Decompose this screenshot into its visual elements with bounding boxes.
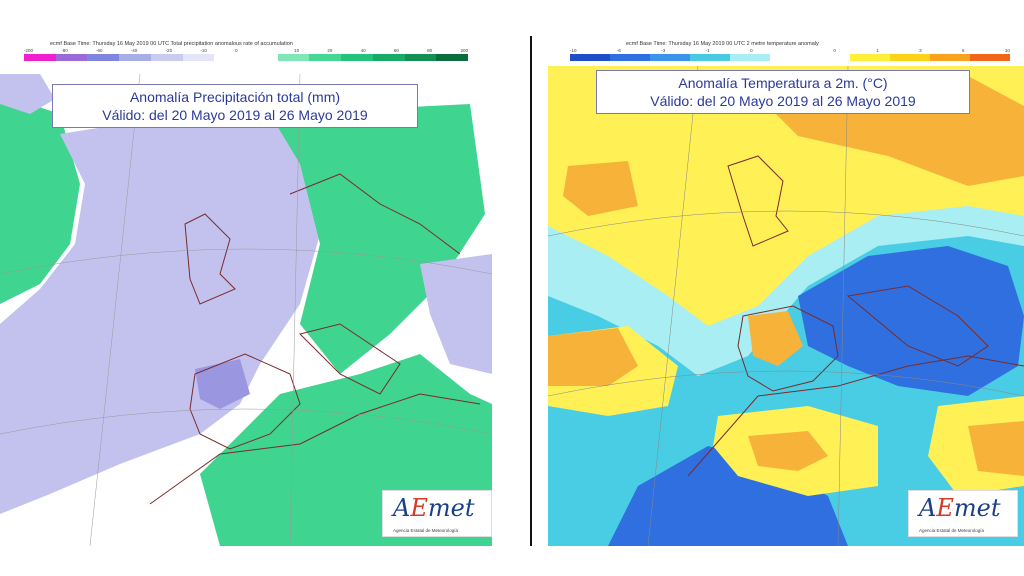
- legend-tick-label: -40: [130, 48, 138, 53]
- precipitation-title-line1: Anomalía Precipitación total (mm): [129, 89, 341, 105]
- precipitation-map-title: Anomalía Precipitación total (mm) Válido…: [52, 84, 418, 128]
- logo-letters-met: met: [427, 494, 475, 522]
- legend-swatch: [770, 54, 810, 61]
- temp-warmer-atlantic: [563, 161, 638, 216]
- left-color-scale: -200 -80 -60 -40 -20 -10 0 10 20 40 60 80 200: [24, 48, 469, 62]
- legend-tick-label: 0: [235, 48, 238, 53]
- temperature-title-line2: Válido: del 20 Mayo 2019 al 26 Mayo 2019: [650, 93, 916, 109]
- legend-swatch: [87, 54, 120, 61]
- legend-swatch: [690, 54, 730, 61]
- legend-swatch: [372, 54, 405, 61]
- legend-tick-label: 1: [876, 48, 879, 53]
- aemet-logo-right: AEmet Agencia Estatal de Meteorología: [908, 490, 1018, 537]
- legend-swatch: [55, 54, 88, 61]
- precipitation-anomaly-map: Anomalía Precipitación total (mm) Válido…: [0, 74, 492, 546]
- legend-swatch: [24, 54, 56, 61]
- legend-swatch: [810, 54, 850, 61]
- legend-swatch: [970, 54, 1010, 61]
- legend-tick-label: -200: [24, 48, 34, 53]
- logo-letter-a: A: [393, 494, 411, 522]
- legend-tick-label: 10: [1004, 48, 1010, 53]
- legend-tick-label: 10: [294, 48, 300, 53]
- legend-swatch: [436, 54, 469, 61]
- legend-swatch: [570, 54, 610, 61]
- precip-positive-atlantic: [0, 94, 80, 304]
- legend-swatch: [246, 54, 278, 61]
- logo-letters-met: met: [953, 494, 1001, 522]
- legend-tick-label: 80: [427, 48, 433, 53]
- temperature-anomaly-map: Anomalía Temperatura a 2m. (°C) Válido: …: [548, 66, 1024, 546]
- legend-tick-label: 0: [833, 48, 836, 53]
- aemet-logo-left: AEmet Agencia Estatal de Meteorología: [382, 490, 492, 537]
- temperature-map-title: Anomalía Temperatura a 2m. (°C) Válido: …: [596, 70, 970, 114]
- legend-tick-label: 40: [360, 48, 366, 53]
- legend-tick-label: -10: [570, 48, 577, 53]
- legend-tick-label: 0: [750, 48, 753, 53]
- precipitation-map-canvas: [0, 74, 492, 546]
- precip-positive-europe: [270, 104, 485, 374]
- legend-swatch: [404, 54, 437, 61]
- temp-cold-africa: [608, 446, 848, 546]
- legend-tick-label: 3: [919, 48, 922, 53]
- legend-tick-label: -3: [661, 48, 666, 53]
- coastline: [184, 213, 236, 305]
- legend-swatch: [730, 54, 770, 61]
- legend-tick-label: 200: [460, 48, 468, 53]
- legend-swatch: [850, 54, 890, 61]
- logo-letter-a: A: [919, 494, 937, 522]
- legend-swatch: [309, 54, 342, 61]
- legend-tick-label: -6: [616, 48, 621, 53]
- legend-tick-label: -1: [705, 48, 710, 53]
- aemet-logo-subtitle: Agencia Estatal de Meteorología: [393, 528, 459, 533]
- legend-tick-label: -10: [200, 48, 207, 53]
- logo-letter-e: E: [936, 494, 954, 522]
- right-header-text: ecmf Base Time: Thursday 16 May 2019 00 …: [626, 41, 819, 47]
- aemet-logo-subtitle: Agencia Estatal de Meteorología: [919, 528, 985, 533]
- temp-warmer-iberia: [748, 311, 803, 366]
- legend-tick-label: -20: [165, 48, 173, 53]
- legend-swatch: [341, 54, 373, 61]
- legend-swatch: [150, 54, 183, 61]
- legend-swatch: [214, 54, 247, 61]
- legend-tick-label: -60: [96, 48, 103, 53]
- legend-swatch: [277, 54, 310, 61]
- precipitation-title-line2: Válido: del 20 Mayo 2019 al 26 Mayo 2019: [102, 107, 368, 123]
- legend-tick-label: 60: [393, 48, 399, 53]
- legend-swatch: [890, 54, 930, 61]
- logo-letter-e: E: [410, 494, 428, 522]
- temperature-title-line1: Anomalía Temperatura a 2m. (°C): [678, 75, 888, 91]
- legend-tick-label: 20: [327, 48, 333, 53]
- legend-swatch: [119, 54, 151, 61]
- panel-divider: [530, 36, 532, 546]
- temp-cold-europe: [798, 246, 1024, 396]
- legend-swatch: [650, 54, 690, 61]
- legend-swatch: [610, 54, 650, 61]
- left-header-text: ecmf Base Time: Thursday 16 May 2019 00 …: [50, 41, 293, 47]
- legend-tick-label: -80: [61, 48, 68, 53]
- precip-negative-atlantic: [0, 104, 320, 514]
- temperature-map-canvas: [548, 66, 1024, 546]
- legend-swatch: [930, 54, 970, 61]
- right-color-scale: -10 -6 -3 -1 0 0 1 3 6 10: [570, 48, 1010, 62]
- legend-tick-label: 6: [962, 48, 965, 53]
- legend-swatch: [182, 54, 215, 61]
